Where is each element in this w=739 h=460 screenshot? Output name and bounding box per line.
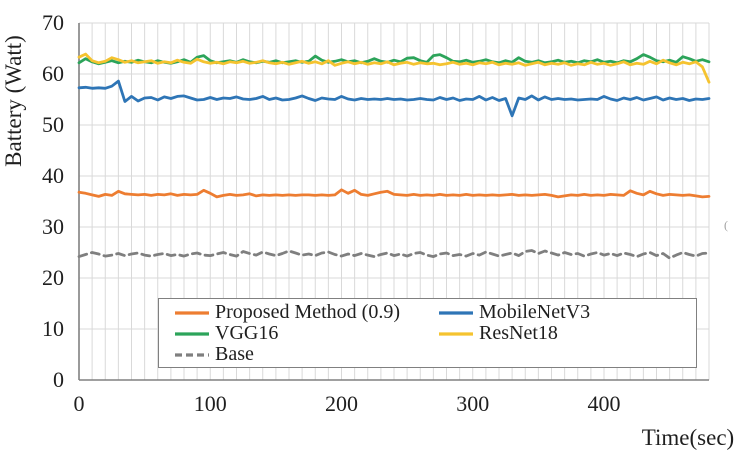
legend-line-swatch-icon [439, 331, 473, 336]
y-tick-label: 10 [42, 316, 64, 341]
x-tick-label: 300 [456, 391, 490, 416]
y-tick-label: 20 [42, 265, 64, 290]
y-tick-label: 50 [42, 112, 64, 137]
stray-mark: ( [724, 218, 728, 232]
legend-item: Base [175, 344, 439, 365]
legend-line-swatch-icon [439, 310, 473, 315]
x-tick-label: 400 [587, 391, 621, 416]
series-line-proposed-method-0-9 [77, 188, 711, 199]
legend-item: VGG16 [175, 323, 439, 344]
legend-label: Proposed Method (0.9) [215, 301, 400, 323]
legend-label: MobileNetV3 [479, 301, 591, 323]
series-line-base [77, 249, 711, 260]
legend-label: Base [215, 343, 254, 365]
x-tick-label: 200 [325, 391, 358, 416]
legend-item: ResNet18 [439, 323, 696, 344]
legend-item: MobileNetV3 [439, 302, 696, 323]
legend-line-swatch-icon [175, 310, 209, 315]
legend-line-swatch-icon [175, 352, 209, 357]
y-tick-label: 70 [42, 10, 64, 35]
legend: Proposed Method (0.9) MobileNetV3 VGG16 Res… [158, 298, 697, 368]
y-tick-label: 30 [42, 214, 64, 239]
legend-line-swatch-icon [175, 331, 209, 336]
x-tick-label: 0 [73, 391, 85, 416]
y-axis-title: Battery (Watt) [1, 35, 26, 167]
x-tick-label: 100 [193, 391, 227, 416]
legend-label: VGG16 [215, 322, 279, 344]
series-line-resnet18 [77, 52, 711, 84]
y-tick-label: 60 [42, 61, 64, 86]
series-line-mobilenetv3 [77, 79, 711, 118]
y-tick-label: 40 [42, 163, 64, 188]
y-tick-label: 0 [53, 367, 64, 392]
legend-item: Proposed Method (0.9) [175, 302, 439, 323]
x-axis-title: Time(sec) [641, 425, 735, 450]
legend-label: ResNet18 [479, 322, 558, 344]
